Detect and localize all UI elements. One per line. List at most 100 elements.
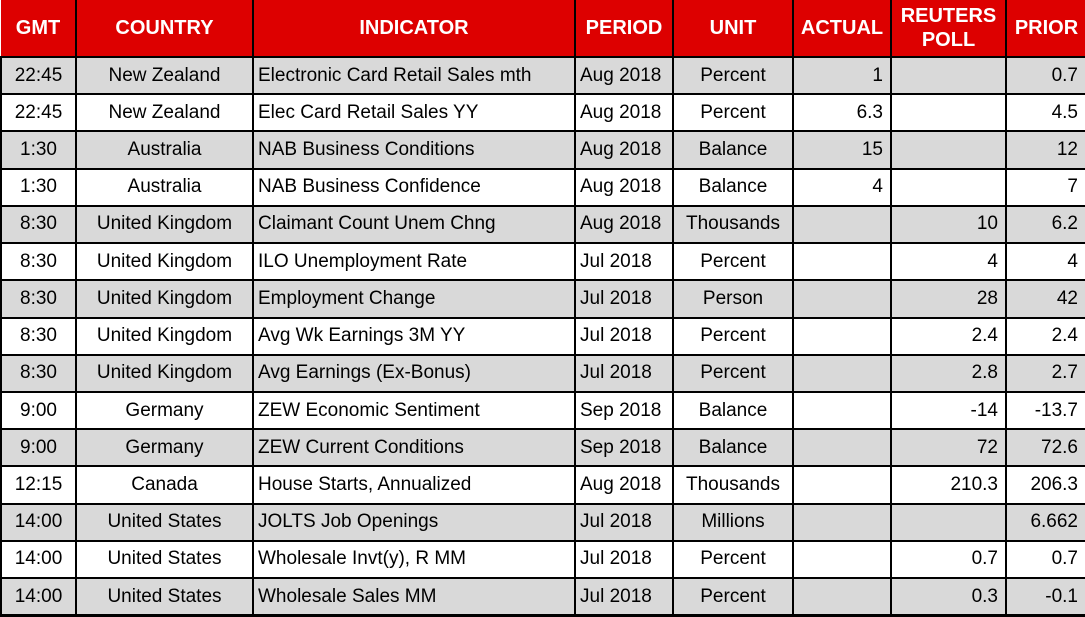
cell-reuters_poll bbox=[890, 55, 1007, 96]
cell-unit: Percent bbox=[672, 577, 794, 617]
cell-indicator: ZEW Current Conditions bbox=[252, 428, 576, 468]
cell-unit: Person bbox=[672, 279, 794, 319]
cell-prior: 12 bbox=[1005, 130, 1085, 170]
cell-unit: Balance bbox=[672, 428, 794, 468]
table-row: 8:30 United Kingdom Employment Change Jul 2… bbox=[0, 279, 1085, 319]
cell-period: Jul 2018 bbox=[574, 502, 674, 542]
cell-gmt: 8:30 bbox=[0, 279, 77, 319]
cell-reuters_poll: 0.7 bbox=[890, 539, 1007, 580]
cell-country: United Kingdom bbox=[75, 242, 254, 282]
cell-gmt: 14:00 bbox=[0, 502, 77, 542]
header-row: GMT COUNTRY INDICATOR PERIOD UNIT ACTUAL… bbox=[1, 0, 1085, 58]
cell-gmt: 1:30 bbox=[0, 167, 77, 207]
cell-period: Sep 2018 bbox=[574, 390, 674, 431]
column-header-gmt: GMT bbox=[1, 0, 77, 58]
cell-prior: 206.3 bbox=[1005, 465, 1085, 505]
cell-gmt: 8:30 bbox=[0, 316, 77, 356]
cell-prior: 2.7 bbox=[1005, 353, 1085, 393]
cell-actual bbox=[792, 390, 892, 431]
cell-prior: 6.2 bbox=[1005, 204, 1085, 245]
cell-country: New Zealand bbox=[75, 55, 254, 96]
cell-reuters_poll: 28 bbox=[890, 279, 1007, 319]
cell-period: Jul 2018 bbox=[574, 539, 674, 580]
cell-gmt: 1:30 bbox=[0, 130, 77, 170]
cell-reuters_poll bbox=[890, 167, 1007, 207]
cell-country: Germany bbox=[75, 428, 254, 468]
cell-country: United States bbox=[75, 539, 254, 580]
cell-unit: Percent bbox=[672, 353, 794, 393]
cell-country: United Kingdom bbox=[75, 316, 254, 356]
cell-country: New Zealand bbox=[75, 93, 254, 133]
cell-gmt: 9:00 bbox=[0, 428, 77, 468]
cell-period: Jul 2018 bbox=[574, 353, 674, 393]
cell-indicator: Avg Wk Earnings 3M YY bbox=[252, 316, 576, 356]
table-body: 22:45 New Zealand Electronic Card Retail S… bbox=[0, 55, 1085, 617]
cell-country: Canada bbox=[75, 465, 254, 505]
cell-indicator: Wholesale Invt(y), R MM bbox=[252, 539, 576, 580]
table-row: 8:30 United Kingdom ILO Unemployment Rate J… bbox=[0, 242, 1085, 282]
cell-gmt: 9:00 bbox=[0, 390, 77, 431]
cell-actual: 4 bbox=[792, 167, 892, 207]
cell-reuters_poll: 4 bbox=[890, 242, 1007, 282]
cell-unit: Percent bbox=[672, 242, 794, 282]
cell-indicator: House Starts, Annualized bbox=[252, 465, 576, 505]
cell-country: Australia bbox=[75, 167, 254, 207]
cell-actual bbox=[792, 316, 892, 356]
table-row: 9:00 Germany ZEW Economic Sentiment Sep 201… bbox=[0, 390, 1085, 431]
cell-indicator: JOLTS Job Openings bbox=[252, 502, 576, 542]
cell-reuters_poll: 2.8 bbox=[890, 353, 1007, 393]
cell-reuters_poll: 0.3 bbox=[890, 577, 1007, 617]
cell-unit: Millions bbox=[672, 502, 794, 542]
cell-period: Jul 2018 bbox=[574, 316, 674, 356]
table-row: 9:00 Germany ZEW Current Conditions Sep 201… bbox=[0, 428, 1085, 468]
cell-prior: 2.4 bbox=[1005, 316, 1085, 356]
cell-period: Aug 2018 bbox=[574, 465, 674, 505]
cell-gmt: 8:30 bbox=[0, 353, 77, 393]
column-header-unit: UNIT bbox=[672, 0, 794, 58]
cell-unit: Thousands bbox=[672, 204, 794, 245]
cell-actual: 6.3 bbox=[792, 93, 892, 133]
table-row: 14:00 United States Wholesale Invt(y), R M… bbox=[0, 539, 1085, 580]
cell-period: Sep 2018 bbox=[574, 428, 674, 468]
cell-unit: Percent bbox=[672, 55, 794, 96]
cell-unit: Balance bbox=[672, 130, 794, 170]
cell-unit: Percent bbox=[672, 93, 794, 133]
column-header-country: COUNTRY bbox=[75, 0, 254, 58]
cell-country: United States bbox=[75, 577, 254, 617]
cell-country: United Kingdom bbox=[75, 353, 254, 393]
table-row: 14:00 United States JOLTS Job Openings Jul … bbox=[0, 502, 1085, 542]
cell-actual bbox=[792, 539, 892, 580]
cell-prior: -13.7 bbox=[1005, 390, 1085, 431]
table-row: 1:30 Australia NAB Business Confidence Aug … bbox=[0, 167, 1085, 207]
cell-country: United States bbox=[75, 502, 254, 542]
column-header-indicator: INDICATOR bbox=[252, 0, 576, 58]
cell-indicator: ZEW Economic Sentiment bbox=[252, 390, 576, 431]
cell-actual bbox=[792, 204, 892, 245]
cell-unit: Balance bbox=[672, 390, 794, 431]
cell-actual bbox=[792, 242, 892, 282]
cell-period: Jul 2018 bbox=[574, 577, 674, 617]
cell-reuters_poll bbox=[890, 130, 1007, 170]
cell-actual: 15 bbox=[792, 130, 892, 170]
cell-actual bbox=[792, 502, 892, 542]
cell-country: Australia bbox=[75, 130, 254, 170]
cell-reuters_poll: 10 bbox=[890, 204, 1007, 245]
cell-gmt: 8:30 bbox=[0, 242, 77, 282]
cell-prior: 4.5 bbox=[1005, 93, 1085, 133]
cell-indicator: Electronic Card Retail Sales mth bbox=[252, 55, 576, 96]
table-row: 14:00 United States Wholesale Sales MM Jul … bbox=[0, 577, 1085, 617]
cell-reuters_poll: -14 bbox=[890, 390, 1007, 431]
cell-reuters_poll bbox=[890, 93, 1007, 133]
cell-country: United Kingdom bbox=[75, 279, 254, 319]
column-header-actual: ACTUAL bbox=[792, 0, 892, 58]
cell-actual bbox=[792, 279, 892, 319]
cell-actual bbox=[792, 428, 892, 468]
cell-indicator: NAB Business Confidence bbox=[252, 167, 576, 207]
cell-gmt: 22:45 bbox=[0, 93, 77, 133]
cell-prior: -0.1 bbox=[1005, 577, 1085, 617]
cell-actual bbox=[792, 577, 892, 617]
cell-prior: 0.7 bbox=[1005, 539, 1085, 580]
cell-indicator: NAB Business Conditions bbox=[252, 130, 576, 170]
cell-unit: Percent bbox=[672, 316, 794, 356]
